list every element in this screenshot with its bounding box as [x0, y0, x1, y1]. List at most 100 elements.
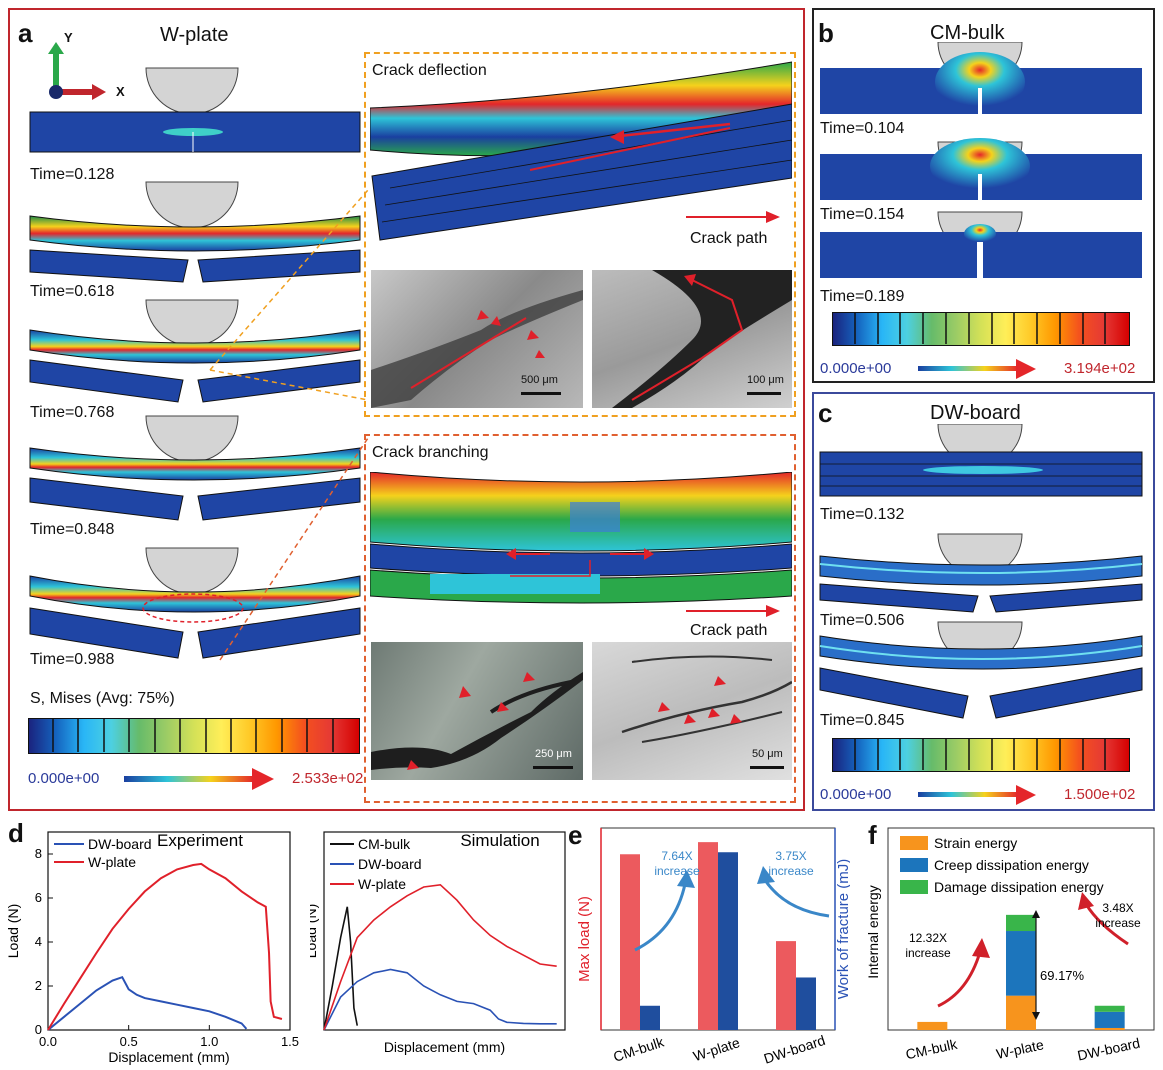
y-axis-label: Load (N) — [310, 904, 319, 958]
y-tick-label: 6 — [35, 890, 42, 905]
y-tick-label: 0 — [35, 1022, 42, 1037]
increase-arrow — [937, 951, 982, 1008]
scale-bar — [747, 392, 781, 395]
branching-micrograph-sem: 50 μm — [592, 642, 792, 780]
scale-bar-label: 50 μm — [752, 748, 783, 760]
x-tick-label: 0.0 — [39, 1034, 57, 1049]
x-tick-label: 1.0 — [200, 1034, 218, 1049]
time-label: Time=0.988 — [30, 651, 115, 668]
chart-f: Internal energy Strain energy Creep dissip… — [865, 827, 1155, 1064]
scale-bar — [533, 766, 573, 769]
panel-f-letter: f — [868, 820, 877, 850]
crack-branching-sim — [370, 472, 792, 604]
time-label: Time=0.848 — [30, 521, 115, 538]
legend-label: CM-bulk — [358, 836, 411, 852]
series-line-W-plate — [323, 883, 557, 1031]
axis-y-label: Y — [64, 30, 73, 45]
stack-DW-board-0 — [1094, 1027, 1125, 1030]
scale-c-arrow — [918, 792, 1018, 797]
stack-W-plate-2 — [1006, 914, 1036, 932]
crack-deflection-title: Crack deflection — [372, 62, 487, 79]
y-tick-label: 4 — [35, 934, 42, 949]
plot-frame — [323, 831, 566, 1031]
time-label: Time=0.189 — [820, 288, 905, 305]
annotation: 3.48X — [1102, 901, 1133, 915]
y-tick-label: 2 — [35, 978, 42, 993]
scale-bar-label: 100 μm — [747, 374, 784, 386]
crack-branching-title: Crack branching — [372, 444, 489, 461]
pct-label: 69.17% — [1040, 968, 1085, 983]
color-scale-c-ticks — [854, 738, 1106, 770]
panel-a-letter: a — [18, 18, 33, 48]
chart-title: Simulation — [460, 831, 539, 850]
time-label: Time=0.845 — [820, 712, 905, 729]
deflection-micrograph-optical: 500 μm — [371, 270, 583, 408]
legend-label: W-plate — [88, 854, 136, 870]
panel-a-title: W-plate — [160, 24, 229, 46]
stack-CM-bulk-0 — [917, 1021, 948, 1030]
panel-c-title: DW-board — [930, 402, 1021, 424]
legend-label: Damage dissipation energy — [934, 879, 1104, 895]
crack-path-arrow — [686, 605, 780, 617]
color-scale-b-ticks — [854, 312, 1106, 344]
dw-board-frames — [819, 424, 1143, 719]
crack-path-arrow — [686, 211, 780, 223]
w-plate-frames — [29, 67, 361, 659]
legend-swatch — [900, 858, 928, 872]
crack-path-label: Crack path — [690, 622, 768, 639]
category-label: W-plate — [995, 1036, 1045, 1062]
y-axis-label-left: Max load (N) — [576, 896, 593, 982]
time-label: Time=0.506 — [820, 612, 905, 629]
annotation: 3.75X — [775, 849, 806, 863]
crack-path-label: Crack path — [690, 230, 768, 247]
y-axis-label: Load (N) — [5, 904, 21, 958]
series-line-W-plate — [47, 862, 283, 1031]
increase-arrow — [763, 879, 830, 918]
legend-swatch — [900, 880, 928, 894]
deflection-micrograph-sem: 100 μm — [592, 270, 792, 408]
x-axis-label: Displacement (mm) — [108, 1049, 229, 1065]
annotation: 12.32X — [909, 931, 947, 945]
scale-c-min: 0.000e+00 — [820, 786, 892, 803]
mises-legend-title: S, Mises (Avg: 75%) — [30, 690, 175, 707]
panel-b — [812, 8, 1155, 383]
panel-a — [8, 8, 805, 811]
y-tick-label: 8 — [35, 846, 42, 861]
time-label: Time=0.104 — [820, 120, 905, 137]
increase-arrowhead — [677, 870, 695, 888]
time-label: Time=0.128 — [30, 166, 115, 183]
chart-d-simulation: Displacement (mm) Load (N) Simulation CM-bu… — [310, 831, 566, 1055]
panel-e-letter: e — [568, 820, 583, 850]
bar-DW-board-1 — [796, 977, 816, 1030]
category-label: CM-bulk — [611, 1033, 666, 1065]
panel-c-letter: c — [818, 398, 833, 428]
legend-label: W-plate — [358, 876, 406, 892]
scale-b-max: 3.194e+02 — [1064, 360, 1136, 377]
x-tick-label: 0.5 — [120, 1034, 138, 1049]
legend-label: DW-board — [358, 856, 422, 872]
scale-b-min: 0.000e+00 — [820, 360, 892, 377]
crack-deflection-sim — [370, 61, 792, 241]
x-tick-label: 1.5 — [281, 1034, 299, 1049]
category-label: DW-board — [1076, 1035, 1141, 1064]
bar-CM-bulk-1 — [640, 1005, 660, 1030]
cm-bulk-frames — [820, 42, 1142, 278]
stack-W-plate-1 — [1006, 931, 1036, 996]
stack-DW-board-1 — [1094, 1011, 1125, 1028]
scale-a-max: 2.533e+02 — [292, 770, 364, 787]
category-label: DW-board — [762, 1032, 827, 1065]
scale-bar-label: 250 μm — [535, 748, 572, 760]
scale-a-arrowhead — [252, 768, 274, 790]
panel-b-letter: b — [818, 18, 834, 48]
scale-a-min: 0.000e+00 — [28, 770, 100, 787]
category-label: W-plate — [691, 1034, 742, 1064]
increase-arrowhead — [757, 866, 775, 884]
legend-label: Strain energy — [934, 835, 1017, 851]
axis-x-label: X — [116, 84, 125, 99]
scale-bar — [750, 766, 784, 769]
chart-d-experiment: 0.0 0.5 1.0 1.5 0 2 4 6 8 Displacement (mm) Load (… — [5, 831, 299, 1065]
color-scale-a-ticks — [52, 718, 334, 752]
color-scale-c — [832, 738, 1130, 772]
series-line-CM-bulk — [323, 906, 359, 1031]
scale-c-max: 1.500e+02 — [1064, 786, 1136, 803]
